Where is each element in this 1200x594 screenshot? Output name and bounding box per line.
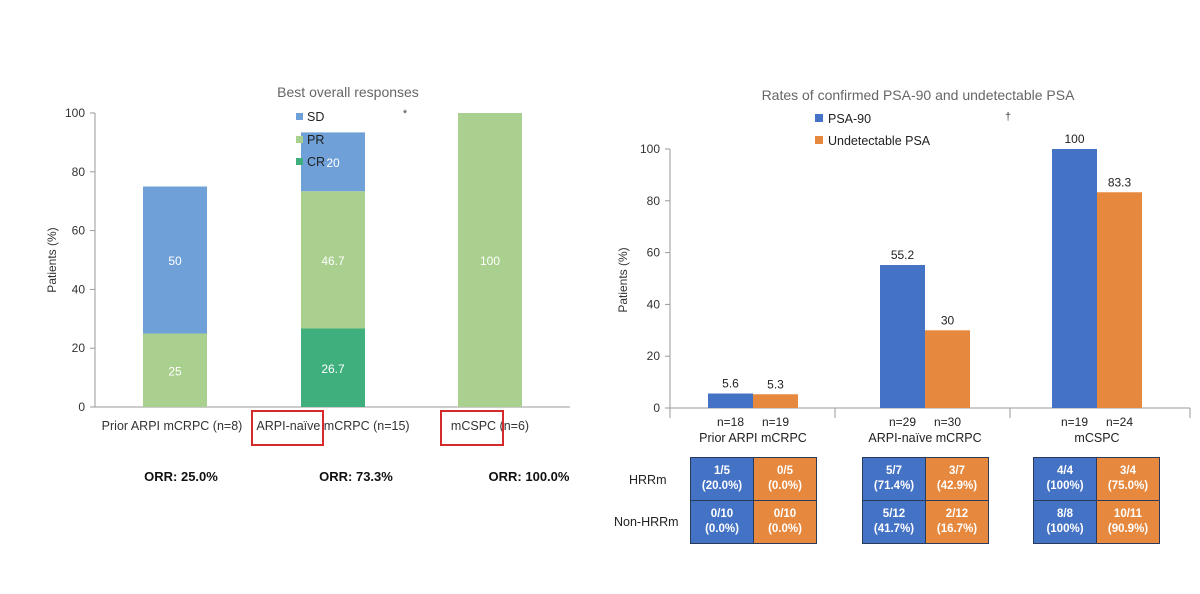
table-cell: 1/5 (20.0%) — [690, 457, 754, 501]
y-axis-label: Patients (%) — [616, 247, 630, 312]
legend-swatch — [296, 113, 303, 120]
bar-undetectable-psa — [925, 330, 970, 408]
data-label: 5.6 — [722, 376, 739, 390]
data-label: 30 — [941, 313, 955, 327]
row-label-hrrm: HRRm — [629, 473, 667, 487]
legend-swatch — [296, 136, 303, 143]
best-overall-responses-chart: Best overall responses * 0 20 40 60 80 100 Patie… — [45, 84, 570, 484]
x-tick-label: mCSPC — [1074, 431, 1119, 445]
y-tick-label: 60 — [647, 246, 661, 260]
highlight-box-mcspc — [440, 410, 504, 446]
bar-psa90 — [1052, 149, 1097, 408]
table-cell: 3/7 (42.9%) — [925, 457, 989, 501]
psa-response-chart: Rates of confirmed PSA-90 and undetectab… — [616, 87, 1191, 445]
hrr-table-prior-arpi: 1/5 (20.0%) 0/5 (0.0%) 0/10 (0.0%) 0/10 (0.0… — [690, 457, 817, 544]
x-tick-label: Prior ARPI mCRPC (n=8) — [102, 419, 243, 433]
data-label: 100 — [480, 254, 500, 268]
legend-swatch — [296, 158, 303, 165]
significance-marker: † — [1005, 111, 1011, 123]
table-row: 5/12 (41.7%) 2/12 (16.7%) — [862, 500, 989, 544]
y-tick-label: 100 — [65, 106, 85, 120]
legend-label: SD — [307, 110, 324, 124]
n-label: n=18 — [717, 415, 744, 429]
data-label: 50 — [168, 254, 182, 268]
table-row: 1/5 (20.0%) 0/5 (0.0%) — [690, 457, 817, 501]
bar-undetectable-psa — [1097, 192, 1142, 408]
y-tick-label: 100 — [640, 142, 660, 156]
y-tick-label: 40 — [72, 282, 86, 296]
table-cell: 0/10 (0.0%) — [753, 500, 817, 544]
orr-label: ORR: 25.0% — [144, 469, 218, 484]
bar-pr — [143, 333, 207, 407]
table-cell: 3/4 (75.0%) — [1096, 457, 1160, 501]
table-cell: 0/5 (0.0%) — [753, 457, 817, 501]
table-row: 4/4 (100%) 3/4 (75.0%) — [1033, 457, 1160, 501]
bar-psa90 — [880, 265, 925, 408]
data-label: 83.3 — [1108, 175, 1132, 189]
y-tick-label: 80 — [647, 194, 661, 208]
bar-pr — [301, 191, 365, 329]
y-axis-label: Patients (%) — [45, 227, 59, 292]
data-label: 26.7 — [321, 362, 345, 376]
data-label: 20 — [326, 156, 340, 170]
data-label: 100 — [1064, 132, 1084, 146]
legend-swatch — [815, 136, 823, 144]
bar-cr — [301, 328, 365, 407]
n-label: n=29 — [889, 415, 916, 429]
row-label-non-hrrm: Non-HRRm — [614, 515, 679, 529]
legend-label: PSA-90 — [828, 112, 871, 126]
orr-label: ORR: 100.0% — [489, 469, 570, 484]
y-tick-label: 40 — [647, 297, 661, 311]
n-label: n=24 — [1106, 415, 1133, 429]
legend-swatch — [815, 114, 823, 122]
hrr-table-arpi-naive: 5/7 (71.4%) 3/7 (42.9%) 5/12 (41.7%) 2/12 (1… — [862, 457, 989, 544]
x-tick-label: ARPI-naïve mCRPC — [868, 431, 981, 445]
bar-sd — [301, 132, 365, 192]
chart-title: Best overall responses — [277, 84, 419, 100]
table-cell: 2/12 (16.7%) — [925, 500, 989, 544]
legend-label: PR — [307, 133, 324, 147]
n-label: n=30 — [934, 415, 961, 429]
bar-undetectable-psa — [753, 394, 798, 408]
data-label: 25 — [168, 364, 182, 378]
table-cell: 8/8 (100%) — [1033, 500, 1097, 544]
y-tick-label: 20 — [72, 341, 86, 355]
highlight-box-arpi-naive — [251, 410, 324, 446]
legend-label: CR — [307, 155, 325, 169]
y-tick-label: 0 — [653, 401, 660, 415]
n-label: n=19 — [1061, 415, 1088, 429]
bar-pr — [458, 113, 522, 407]
data-label: 5.3 — [767, 377, 784, 391]
y-tick-label: 20 — [647, 349, 661, 363]
hrr-table-mcspc: 4/4 (100%) 3/4 (75.0%) 8/8 (100%) 10/11 (90.… — [1033, 457, 1160, 544]
table-cell: 5/7 (71.4%) — [862, 457, 926, 501]
data-label: 55.2 — [891, 248, 915, 262]
n-label: n=19 — [762, 415, 789, 429]
table-cell: 0/10 (0.0%) — [690, 500, 754, 544]
chart-title: Rates of confirmed PSA-90 and undetectab… — [762, 87, 1076, 103]
table-cell: 10/11 (90.9%) — [1096, 500, 1160, 544]
table-cell: 4/4 (100%) — [1033, 457, 1097, 501]
data-label: 46.7 — [321, 254, 345, 268]
y-tick-label: 0 — [78, 400, 85, 414]
table-row: 8/8 (100%) 10/11 (90.9%) — [1033, 500, 1160, 544]
table-cell: 5/12 (41.7%) — [862, 500, 926, 544]
bar-sd — [143, 186, 207, 334]
orr-label: ORR: 73.3% — [319, 469, 393, 484]
y-tick-label: 80 — [72, 165, 86, 179]
significance-marker: * — [403, 108, 408, 120]
x-tick-label: Prior ARPI mCRPC — [699, 431, 807, 445]
legend-label: Undetectable PSA — [828, 134, 931, 148]
y-tick-label: 60 — [72, 224, 86, 238]
table-row: 0/10 (0.0%) 0/10 (0.0%) — [690, 500, 817, 544]
x-tick-label: ARPI-naïve mCRPC (n=15) — [256, 419, 409, 433]
x-tick-label: mCSPC (n=6) — [451, 419, 529, 433]
table-row: 5/7 (71.4%) 3/7 (42.9%) — [862, 457, 989, 501]
bar-psa90 — [708, 393, 753, 408]
